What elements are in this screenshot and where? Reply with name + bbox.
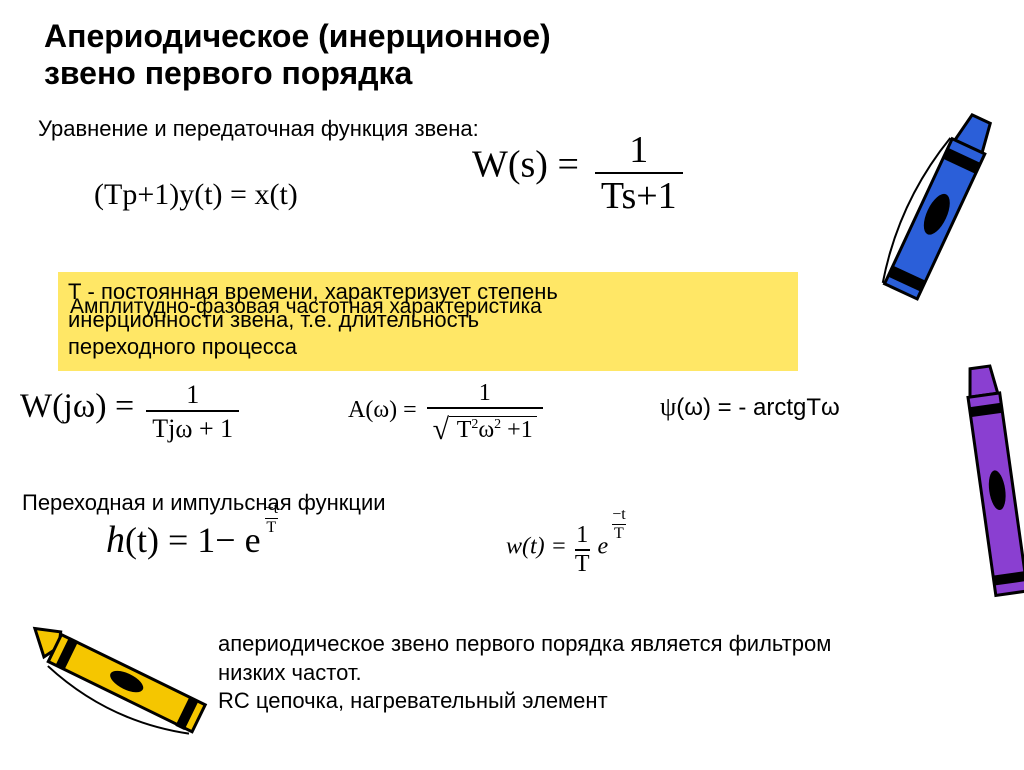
ws-denominator: Ts+1 bbox=[595, 172, 683, 218]
h-symbol: h bbox=[106, 519, 125, 561]
wjw-den: Tjω + 1 bbox=[146, 410, 239, 446]
ht-rest: (t) = 1− e bbox=[125, 520, 261, 560]
ht-exp-den: T bbox=[265, 518, 278, 537]
wt-exp-den: T bbox=[612, 524, 625, 543]
wt-fraction: 1 T bbox=[575, 522, 590, 578]
aw-lhs: A(ω) = bbox=[348, 397, 417, 423]
wt-exp-num: t bbox=[621, 506, 625, 523]
yellow-line3: переходного процесса bbox=[68, 333, 788, 361]
psi-rhs: (ω) = - arctgTω bbox=[676, 394, 840, 421]
ws-numerator: 1 bbox=[595, 128, 683, 172]
title-line2: звено первого порядка bbox=[44, 55, 412, 91]
frequency-response-wjw: W(jω) = 1 Tjω + 1 bbox=[20, 380, 239, 446]
slide-title: Апериодическое (инерционное) звено перво… bbox=[44, 18, 551, 92]
time-constant-note: Т - постоянная времени, характеризует ст… bbox=[58, 272, 798, 371]
aw-den-T: T bbox=[457, 417, 472, 443]
wt-num: 1 bbox=[575, 522, 590, 549]
aw-den-plus1: +1 bbox=[507, 417, 533, 443]
afc-caption-overlay: Амплитудно-фазовая частотная характерист… bbox=[70, 294, 542, 320]
differential-equation: (Tp+1)y(t) = x(t) bbox=[94, 178, 298, 212]
wjw-lhs: W(jω) = bbox=[20, 388, 134, 425]
crayon-blue-icon bbox=[860, 100, 1010, 360]
footer-note: апериодическое звено первого порядка явл… bbox=[218, 630, 858, 716]
equation-caption: Уравнение и передаточная функция звена: bbox=[38, 116, 479, 142]
impulse-response: w(t) = 1 T e −t T bbox=[506, 522, 626, 578]
aw-fraction: 1 √ T2ω2 +1 bbox=[427, 380, 543, 447]
wjw-num: 1 bbox=[146, 380, 239, 410]
crayon-yellow-icon bbox=[2, 620, 222, 770]
footer-line2: RC цепочка, нагревательный элемент bbox=[218, 687, 858, 716]
step-impulse-caption: Переходная и импульсная функции bbox=[22, 490, 386, 516]
ht-exp-num: t bbox=[274, 500, 278, 517]
footer-line1: апериодическое звено первого порядка явл… bbox=[218, 630, 858, 687]
wt-den: T bbox=[575, 549, 590, 578]
wt-lhs: w(t) = bbox=[506, 534, 567, 560]
aw-den-w: ω bbox=[478, 417, 494, 443]
crayon-purple-icon bbox=[960, 360, 1024, 660]
wt-e: e bbox=[598, 534, 609, 560]
aw-num: 1 bbox=[427, 380, 543, 407]
amplitude-response: A(ω) = 1 √ T2ω2 +1 bbox=[348, 380, 543, 447]
aw-den: √ T2ω2 +1 bbox=[427, 407, 543, 447]
ht-exponent: −t T bbox=[265, 500, 278, 537]
transfer-function-ws: W(s) = 1 Ts+1 bbox=[472, 128, 683, 218]
phase-response: ψ(ω) = - arctgTω bbox=[660, 392, 840, 422]
ws-lhs: W(s) = bbox=[472, 144, 579, 186]
wjw-fraction: 1 Tjω + 1 bbox=[146, 380, 239, 446]
ws-fraction: 1 Ts+1 bbox=[595, 128, 683, 218]
step-response: h(t) = 1− e −t T bbox=[106, 518, 278, 562]
wt-exponent: −t T bbox=[612, 506, 625, 543]
psi-symbol: ψ bbox=[660, 392, 676, 421]
title-line1: Апериодическое (инерционное) bbox=[44, 18, 551, 54]
